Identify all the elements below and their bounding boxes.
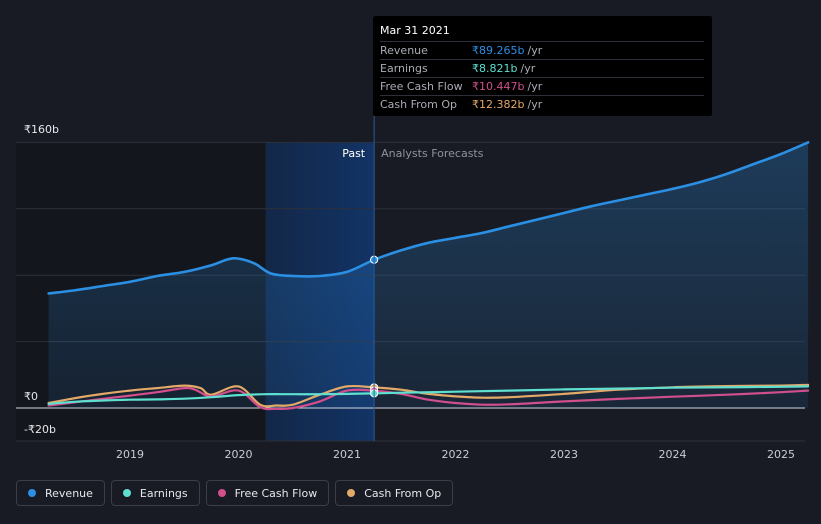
- x-tick-label: 2023: [550, 448, 578, 461]
- x-tick-label: 2025: [767, 448, 795, 461]
- x-tick-label: 2022: [442, 448, 470, 461]
- legend-dot-icon: [28, 489, 36, 497]
- tooltip-unit: /yr: [520, 60, 535, 77]
- tooltip-unit: /yr: [527, 96, 542, 113]
- legend-label: Free Cash Flow: [235, 487, 318, 500]
- tooltip-label: Free Cash Flow: [380, 78, 472, 95]
- x-tick-label: 2019: [116, 448, 144, 461]
- tooltip-date: Mar 31 2021: [380, 24, 704, 37]
- tooltip-label: Earnings: [380, 60, 472, 77]
- legend-label: Cash From Op: [364, 487, 441, 500]
- tooltip-row-revenue: Revenue ₹89.265b /yr: [380, 41, 704, 59]
- legend-item-earnings[interactable]: Earnings: [111, 480, 200, 506]
- y-tick-label: ₹160b: [24, 123, 59, 136]
- tooltip-unit: /yr: [527, 78, 542, 95]
- legend-dot-icon: [218, 489, 226, 497]
- tooltip-row-cash-from-op: Cash From Op ₹12.382b /yr: [380, 95, 704, 113]
- legend-dot-icon: [347, 489, 355, 497]
- tooltip-label: Cash From Op: [380, 96, 472, 113]
- tooltip-row-earnings: Earnings ₹8.821b /yr: [380, 59, 704, 77]
- tooltip-value: ₹89.265b: [472, 42, 524, 59]
- y-tick-label: ₹0: [24, 390, 38, 403]
- tooltip-label: Revenue: [380, 42, 472, 59]
- x-tick-label: 2021: [333, 448, 361, 461]
- legend-dot-icon: [123, 489, 131, 497]
- forecast-label: Analysts Forecasts: [381, 147, 484, 160]
- legend: Revenue Earnings Free Cash Flow Cash Fro…: [16, 480, 453, 506]
- y-tick-label: -₹20b: [24, 423, 56, 436]
- tooltip-row-free-cash-flow: Free Cash Flow ₹10.447b /yr: [380, 77, 704, 95]
- past-label: Past: [342, 147, 366, 160]
- tooltip-value: ₹12.382b: [472, 96, 524, 113]
- tooltip-value: ₹8.821b: [472, 60, 517, 77]
- legend-item-cash-from-op[interactable]: Cash From Op: [335, 480, 453, 506]
- legend-label: Earnings: [140, 487, 188, 500]
- tooltip-value: ₹10.447b: [472, 78, 524, 95]
- tooltip-unit: /yr: [527, 42, 542, 59]
- x-tick-label: 2020: [225, 448, 253, 461]
- legend-item-free-cash-flow[interactable]: Free Cash Flow: [206, 480, 330, 506]
- legend-item-revenue[interactable]: Revenue: [16, 480, 105, 506]
- tooltip: Mar 31 2021 Revenue ₹89.265b /yr Earning…: [373, 16, 712, 116]
- x-tick-label: 2024: [659, 448, 687, 461]
- legend-label: Revenue: [45, 487, 93, 500]
